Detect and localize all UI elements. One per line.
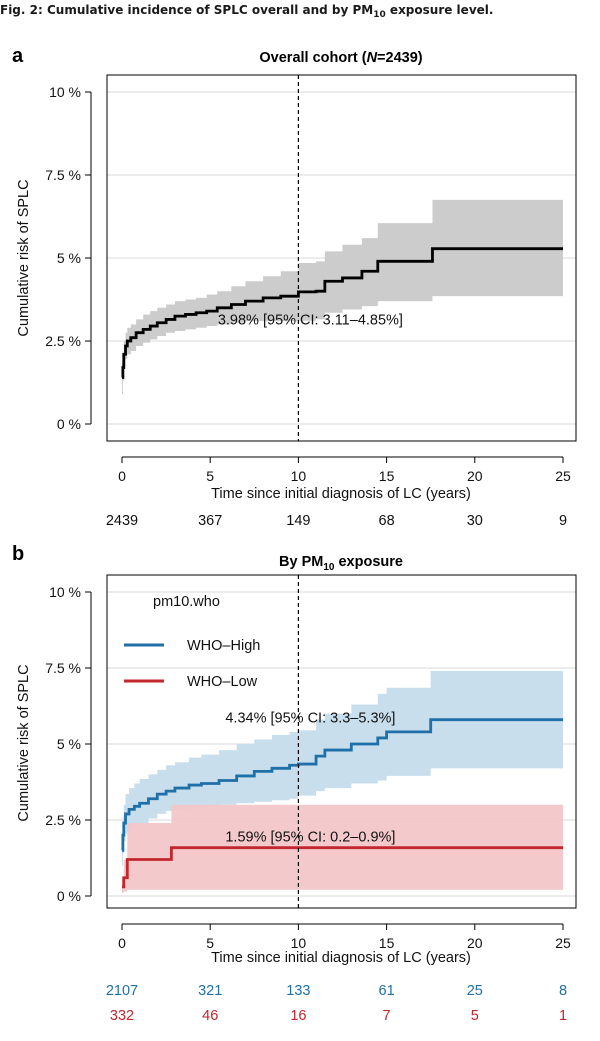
panel-a-plot-frame	[106, 74, 577, 442]
panel-b-risk-number-low-4: 5	[471, 1008, 479, 1024]
panel-a-y-tick-label-3: 7.5 %	[45, 167, 81, 183]
panel-b-risk-number-low-1: 46	[202, 1008, 218, 1024]
panel-b-title-subscript: 10	[323, 562, 335, 573]
caption-subscript: 10	[373, 10, 386, 20]
panel-b-x-axis-label: Time since initial diagnosis of LC (year…	[211, 950, 471, 966]
panel-b-y-tick-label-4: 10 %	[49, 584, 81, 600]
panel-a-y-tick-label-2: 5 %	[57, 250, 81, 266]
panel-a-title: Overall cohort (N=2439)	[259, 50, 422, 66]
panel-b-ci-annotation-0: 4.34% [95% CI: 3.3–5.3%]	[225, 711, 395, 727]
panel-a-plot: 0 % 2.5 % 5 % 7.5 % 10 % 0 5 10 15 20 25 3.98% [95%…	[45, 74, 577, 484]
panel-b-risk-number-low-0: 332	[110, 1008, 134, 1024]
panel-a-x-tick-label-0: 0	[118, 468, 126, 484]
panel-b-risk-number-high-4: 25	[467, 983, 483, 999]
panel-b-title-suffix: exposure	[334, 554, 403, 570]
panel-b-legend-label-low: WHO–Low	[187, 674, 258, 690]
panel-b-title-prefix: By PM	[279, 554, 323, 570]
panel-b-x-tick-label-3: 15	[379, 935, 395, 951]
panel-a-y-tick-label-4: 10 %	[49, 84, 81, 100]
panel-a-y-tick-label-1: 2.5 %	[45, 333, 81, 349]
panel-b-y-tick-label-3: 7.5 %	[45, 660, 81, 676]
panel-a-risk-number-overall-0: 2439	[106, 513, 138, 529]
panel-b-risk-number-high-1: 321	[198, 983, 222, 999]
panel-a-risk-number-overall-2: 149	[286, 513, 310, 529]
panel-b-risk-number-high-3: 61	[379, 983, 395, 999]
panel-a-y-axis-label: Cumulative risk of SPLC	[16, 179, 32, 336]
panel-b-letter: b	[12, 543, 24, 565]
panel-b-plot-frame	[106, 574, 577, 909]
panel-a-letter: a	[12, 45, 24, 67]
panel-a-x-tick-label-5: 25	[555, 468, 571, 484]
panel-b-y-axis-label: Cumulative risk of SPLC	[16, 664, 32, 821]
panel-a-series-line-0	[121, 247, 563, 379]
caption-prefix: Fig. 2: Cumulative incidence of SPLC ove…	[0, 3, 373, 17]
panel-a-x-tick-label-3: 15	[379, 468, 395, 484]
panel-b-risk-number-low-3: 7	[383, 1008, 391, 1024]
panel-b-series-line-wholow	[122, 846, 563, 889]
panel-b-title: By PM10 exposure	[279, 554, 403, 573]
panel-a-risk-number-overall-5: 9	[559, 513, 567, 529]
panel-b-y-tick-label-1: 2.5 %	[45, 812, 81, 828]
panel-a-ci-band-0	[122, 199, 563, 395]
panel-b-ci-annotation-1: 1.59% [95% CI: 0.2–0.9%]	[225, 829, 395, 845]
panel-b-risk-number-high-0: 2107	[106, 983, 138, 999]
panel-b-x-tick-label-5: 25	[555, 935, 571, 951]
panel-b-legend-label-high: WHO–High	[187, 638, 260, 654]
panel-b-legend: pm10.who WHO–High WHO–Low	[124, 594, 260, 690]
figure-caption: Fig. 2: Cumulative incidence of SPLC ove…	[0, 3, 493, 20]
panel-b-series-line-whohigh	[121, 718, 563, 852]
panel-a-title-prefix: Overall cohort (	[259, 50, 366, 66]
panel-a-risk-table: 2439 367 149 68 30 9	[106, 513, 567, 529]
panel-b-plot: 0 % 2.5 % 5 % 7.5 % 10 % 0 5 10 15 20 25 4.34% [95%…	[45, 574, 577, 951]
panel-b-legend-title: pm10.who	[153, 594, 220, 610]
panel-a-x-tick-label-4: 20	[467, 468, 483, 484]
panel-a-risk-number-overall-1: 367	[198, 513, 222, 529]
panel-a-risk-number-overall-4: 30	[467, 513, 483, 529]
panel-b-risk-number-low-5: 1	[559, 1008, 567, 1024]
panel-a-risk-number-overall-3: 68	[379, 513, 395, 529]
panel-a-ci-annotation-0: 3.98% [95% CI: 3.11–4.85%]	[218, 312, 403, 328]
panel-b-x-tick-label-0: 0	[118, 935, 126, 951]
panel-b-risk-number-low-2: 16	[290, 1008, 306, 1024]
panel-b-x-tick-label-2: 10	[291, 935, 307, 951]
panel-b-risk-table: 2107 321 133 61 25 8 332 46 16 7 5 1	[106, 983, 567, 1024]
panel-a-x-axis-label: Time since initial diagnosis of LC (year…	[211, 486, 471, 502]
panel-b-risk-number-high-5: 8	[559, 983, 567, 999]
panel-a: a Overall cohort (N=2439) 0 % 2.5 % 5 % 7.5…	[12, 45, 577, 529]
panel-b-y-tick-label-0: 0 %	[57, 888, 81, 904]
panel-a-x-tick-label-2: 10	[291, 468, 307, 484]
panel-a-title-italic: N	[367, 50, 378, 66]
panel-b-risk-number-high-2: 133	[286, 983, 310, 999]
caption-suffix: exposure level.	[386, 3, 494, 17]
panel-a-y-tick-label-0: 0 %	[57, 416, 81, 432]
panel-b-y-tick-label-2: 5 %	[57, 736, 81, 752]
panel-b: b By PM10 exposure 0 %2.5 %5 %7.5 %10 %0…	[12, 543, 577, 1024]
panel-a-title-suffix: =2439)	[377, 50, 423, 66]
panel-b-x-tick-label-1: 5	[206, 935, 214, 951]
panel-a-x-tick-label-1: 5	[206, 468, 214, 484]
panel-b-x-tick-label-4: 20	[467, 935, 483, 951]
